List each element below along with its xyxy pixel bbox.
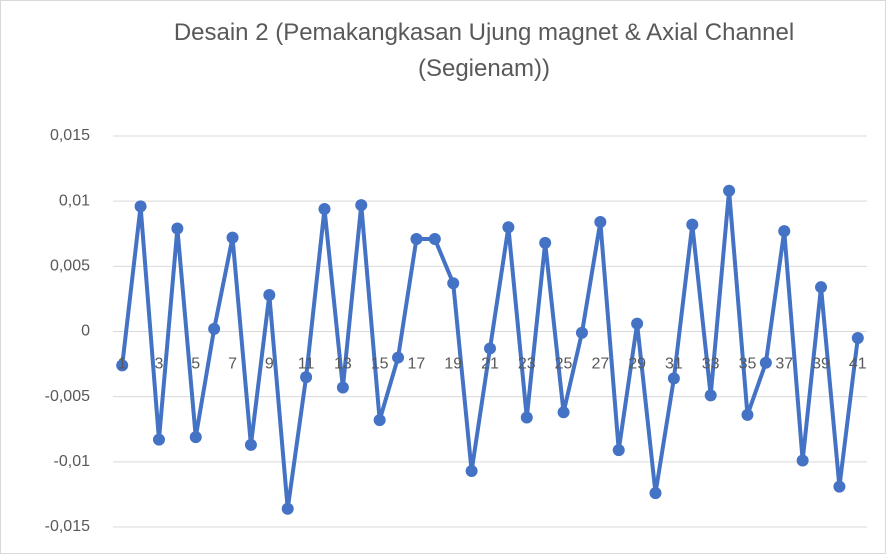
x-tick-label: 13 xyxy=(334,356,352,373)
point xyxy=(336,381,349,394)
point xyxy=(244,438,257,451)
x-tick-label: 33 xyxy=(702,356,720,373)
point xyxy=(557,406,570,419)
y-tick-label: 0,015 xyxy=(50,127,90,144)
point xyxy=(796,454,809,467)
point xyxy=(116,359,129,372)
x-tick-label: 21 xyxy=(481,356,499,373)
x-tick-label: 31 xyxy=(665,356,683,373)
point xyxy=(723,184,736,197)
point xyxy=(392,351,405,364)
point xyxy=(575,326,588,339)
point xyxy=(649,487,662,500)
point xyxy=(465,464,478,477)
x-tick-label: 17 xyxy=(408,356,426,373)
y-tick-label: -0,01 xyxy=(54,453,91,470)
point xyxy=(410,232,423,245)
point xyxy=(686,218,699,231)
point xyxy=(428,232,441,245)
point xyxy=(851,332,864,345)
point xyxy=(594,216,607,229)
point xyxy=(667,372,680,385)
point xyxy=(815,281,828,294)
x-tick-label: 35 xyxy=(739,356,757,373)
point xyxy=(355,199,368,212)
point xyxy=(778,225,791,238)
point xyxy=(281,502,294,515)
x-tick-label: 19 xyxy=(444,356,462,373)
x-tick-label: 23 xyxy=(518,356,536,373)
x-tick-label: 11 xyxy=(298,356,315,373)
x-tick-label: 3 xyxy=(155,356,164,373)
point xyxy=(741,408,754,421)
point xyxy=(134,200,147,213)
point xyxy=(704,389,717,402)
x-tick-label: 41 xyxy=(849,356,867,373)
point xyxy=(171,222,184,235)
point xyxy=(189,431,202,444)
point xyxy=(208,322,221,335)
point xyxy=(612,444,625,457)
point xyxy=(373,414,386,427)
x-tick-label: 15 xyxy=(371,356,389,373)
x-tick-label: 37 xyxy=(775,356,793,373)
point xyxy=(631,317,644,330)
y-tick-label: 0 xyxy=(81,323,90,340)
x-tick-label: 29 xyxy=(628,356,646,373)
y-tick-label: 0,01 xyxy=(59,192,90,209)
point xyxy=(318,202,331,215)
point xyxy=(484,342,496,355)
x-tick-label: 7 xyxy=(228,356,237,373)
y-tick-label: -0,005 xyxy=(45,388,90,405)
point xyxy=(263,289,276,302)
x-tick-label: 9 xyxy=(265,356,274,373)
point xyxy=(447,277,460,290)
x-tick-label: 1 xyxy=(118,356,127,373)
point xyxy=(152,433,165,446)
y-tick-label: 0,005 xyxy=(50,258,90,275)
point xyxy=(226,231,239,244)
point xyxy=(520,411,533,424)
x-tick-label: 5 xyxy=(191,356,200,373)
point xyxy=(539,236,552,249)
x-tick-label: 25 xyxy=(555,356,573,373)
x-tick-label: 39 xyxy=(812,356,830,373)
point xyxy=(502,221,515,234)
point xyxy=(300,371,313,384)
x-tick-label: 27 xyxy=(591,356,609,373)
point xyxy=(833,480,846,493)
y-tick-label: -0,015 xyxy=(45,518,90,535)
chart-title: Desain 2 (Pemakangkasan Ujung magnet & A… xyxy=(173,19,795,82)
point xyxy=(759,356,772,369)
